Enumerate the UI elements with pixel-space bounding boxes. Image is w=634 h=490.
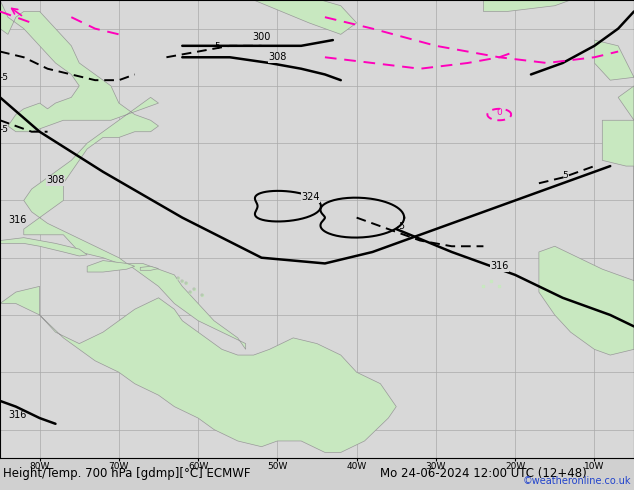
Text: 308: 308 <box>46 175 65 185</box>
Text: 316: 316 <box>8 215 26 225</box>
Text: 300: 300 <box>252 32 271 42</box>
Polygon shape <box>0 286 396 458</box>
Polygon shape <box>602 120 634 166</box>
Text: Height/Temp. 700 hPa [gdmp][°C] ECMWF: Height/Temp. 700 hPa [gdmp][°C] ECMWF <box>3 467 250 480</box>
Text: -5: -5 <box>396 222 405 231</box>
Text: 316: 316 <box>8 410 26 420</box>
Polygon shape <box>539 166 634 355</box>
Polygon shape <box>254 0 356 34</box>
Text: 324: 324 <box>301 193 320 202</box>
Polygon shape <box>618 86 634 120</box>
Polygon shape <box>0 238 87 256</box>
Polygon shape <box>0 0 245 349</box>
Text: 0: 0 <box>496 107 502 117</box>
Text: Mo 24-06-2024 12:00 UTC (12+48): Mo 24-06-2024 12:00 UTC (12+48) <box>380 467 587 480</box>
Polygon shape <box>483 0 571 11</box>
Text: ©weatheronline.co.uk: ©weatheronline.co.uk <box>522 476 631 486</box>
Text: -5: -5 <box>0 125 9 134</box>
Text: 308: 308 <box>268 52 287 62</box>
Text: -5: -5 <box>0 73 9 82</box>
Text: 5: 5 <box>214 42 220 50</box>
Polygon shape <box>87 261 134 272</box>
Polygon shape <box>595 40 634 80</box>
Text: 5: 5 <box>563 171 569 179</box>
Text: 316: 316 <box>490 261 508 271</box>
Polygon shape <box>140 266 158 270</box>
